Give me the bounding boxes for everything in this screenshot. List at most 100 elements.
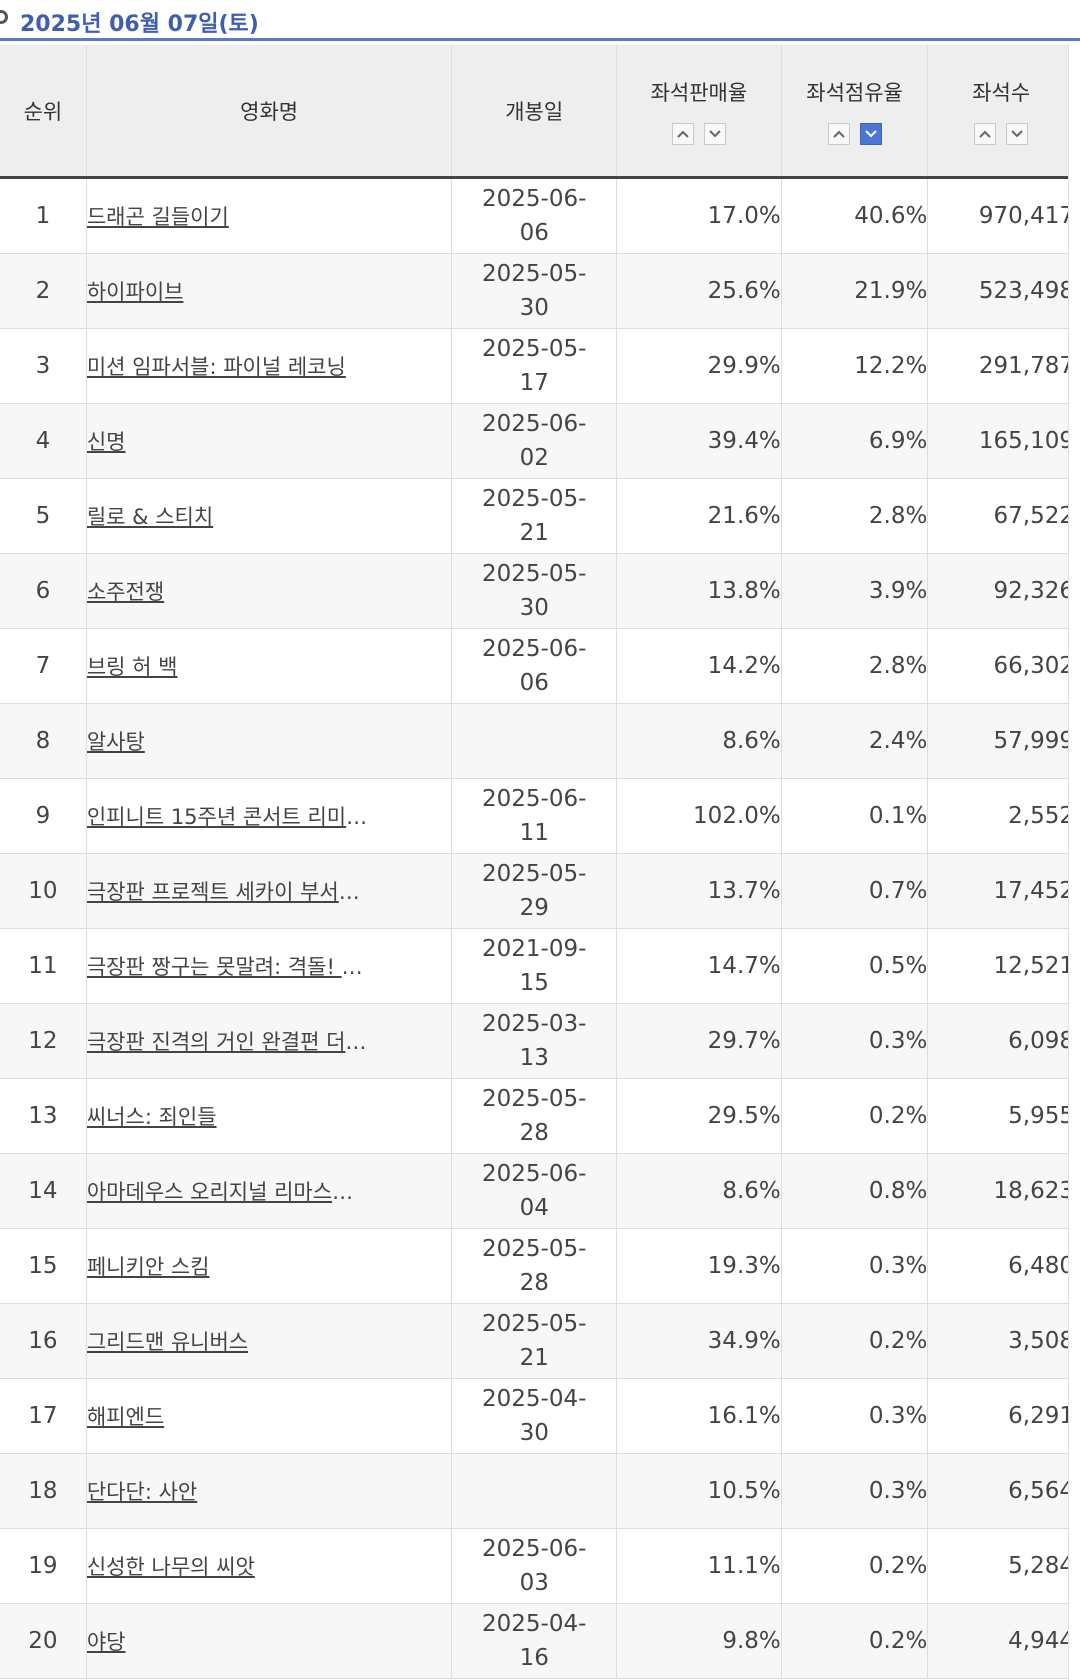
- sales-rate-cell: 8.6%: [616, 1153, 782, 1229]
- rank-cell: 12: [0, 1003, 87, 1079]
- title-cell: 미션 임파서블: 파이널 레코닝: [86, 328, 453, 404]
- open-date-cell: 2025-06-03: [451, 1528, 618, 1604]
- open-date-value: 2025-06-02: [482, 411, 587, 471]
- title-cell: 야당: [86, 1603, 453, 1679]
- table-row: 16 그리드맨 유니버스 2025-05-21 34.9% 0.2% 3,508: [0, 1303, 1075, 1379]
- movie-title-link[interactable]: 드래곤 길들이기: [86, 205, 229, 229]
- open-date-value: 2025-06-06: [482, 186, 587, 246]
- movie-title-link[interactable]: 극장판 짱구는 못말려: 격돌! 낙서…: [86, 955, 370, 979]
- occupancy-rate-cell: 0.3%: [781, 1228, 929, 1304]
- rank-cell: 19: [0, 1528, 87, 1604]
- sort-desc-button-occupancy-rate[interactable]: [859, 122, 882, 145]
- rank-cell: 9: [0, 778, 87, 854]
- sales-rate-cell: 17.0%: [616, 177, 782, 254]
- seats-cell: 12,521: [927, 928, 1075, 1004]
- occupancy-rate-cell: 6.9%: [781, 403, 929, 479]
- movie-title-link[interactable]: 인피니트 15주년 콘서트 리미티드 …: [86, 805, 370, 829]
- rank-cell: 18: [0, 1453, 87, 1529]
- rank-cell: 5: [0, 478, 87, 554]
- next-column-edge: [1068, 45, 1080, 1680]
- seats-cell: 57,999: [927, 703, 1075, 779]
- date-title: 2025년 06월 07일(토): [20, 12, 259, 37]
- movie-title-link[interactable]: 미션 임파서블: 파이널 레코닝: [86, 355, 346, 379]
- seats-cell: 6,098: [927, 1003, 1075, 1079]
- movie-title-link[interactable]: 단다단: 사안: [86, 1480, 198, 1504]
- col-header-seats-label: 좌석수: [972, 80, 1031, 105]
- table-row: 18 단다단: 사안 10.5% 0.3% 6,564: [0, 1453, 1075, 1529]
- sales-rate-cell: 102.0%: [616, 778, 782, 854]
- sales-rate-cell: 29.9%: [616, 328, 782, 404]
- occupancy-rate-cell: 0.3%: [781, 1378, 929, 1454]
- occupancy-rate-cell: 0.8%: [781, 1153, 929, 1229]
- open-date-cell: 2025-06-11: [451, 778, 618, 854]
- open-date-cell: 2025-05-30: [451, 253, 618, 329]
- movie-title-link[interactable]: 하이파이브: [86, 280, 184, 304]
- table-row: 1 드래곤 길들이기 2025-06-06 17.0% 40.6% 970,417: [0, 177, 1075, 254]
- sales-rate-cell: 34.9%: [616, 1303, 782, 1379]
- open-date-cell: 2025-05-17: [451, 328, 618, 404]
- table-row: 17 해피엔드 2025-04-30 16.1% 0.3% 6,291: [0, 1378, 1075, 1454]
- rank-cell: 20: [0, 1603, 87, 1679]
- col-header-sales-rate: 좌석판매율: [616, 45, 782, 179]
- seats-cell: 17,452: [927, 853, 1075, 929]
- movie-title-link[interactable]: 릴로 & 스티치: [86, 505, 214, 529]
- movie-title-link[interactable]: 극장판 프로젝트 세카이 부서진 세…: [86, 880, 370, 904]
- rank-cell: 10: [0, 853, 87, 929]
- rank-cell: 14: [0, 1153, 87, 1229]
- seats-cell: 4,944: [927, 1603, 1075, 1679]
- col-header-title: 영화명: [86, 45, 453, 179]
- title-cell: 브링 허 백: [86, 628, 453, 704]
- movie-title-link[interactable]: 소주전쟁: [86, 580, 165, 604]
- movie-title-link[interactable]: 야당: [86, 1630, 126, 1654]
- movie-title-link[interactable]: 해피엔드: [86, 1405, 165, 1429]
- rank-cell: 1: [0, 177, 87, 254]
- occupancy-rate-cell: 12.2%: [781, 328, 929, 404]
- title-cell: 아마데우스 오리지널 리마스터링: [86, 1153, 453, 1229]
- movie-title-link[interactable]: 브링 허 백: [86, 655, 178, 679]
- movie-title-link[interactable]: 씨너스: 죄인들: [86, 1105, 217, 1129]
- movie-title-link[interactable]: 극장판 진격의 거인 완결편 더 라스…: [86, 1030, 370, 1054]
- occupancy-rate-cell: 0.3%: [781, 1003, 929, 1079]
- title-cell: 하이파이브: [86, 253, 453, 329]
- sort-desc-button-seats[interactable]: [1006, 122, 1029, 145]
- rank-cell: 6: [0, 553, 87, 629]
- open-date-cell: 2025-05-28: [451, 1078, 618, 1154]
- occupancy-rate-cell: 3.9%: [781, 553, 929, 629]
- movie-title-link[interactable]: 그리드맨 유니버스: [86, 1330, 249, 1354]
- open-date-cell: 2021-09-15: [451, 928, 618, 1004]
- movie-title-link[interactable]: 아마데우스 오리지널 리마스터링: [86, 1180, 370, 1204]
- chevron-down-icon: [709, 129, 721, 137]
- sort-asc-button-sales-rate[interactable]: [671, 122, 694, 145]
- movie-title-link[interactable]: 페니키안 스킴: [86, 1255, 210, 1279]
- boxoffice-table: 순위 영화명 개봉일 좌석판매율 좌석점유율: [0, 45, 1075, 1679]
- seats-cell: 291,787: [927, 328, 1075, 404]
- open-date-value: 2025-05-28: [482, 1086, 587, 1146]
- movie-title-link[interactable]: 알사탕: [86, 730, 145, 754]
- title-cell: 그리드맨 유니버스: [86, 1303, 453, 1379]
- movie-title-link[interactable]: 신명: [86, 430, 126, 454]
- sort-asc-button-occupancy-rate[interactable]: [827, 122, 850, 145]
- table-row: 15 페니키안 스킴 2025-05-28 19.3% 0.3% 6,480: [0, 1228, 1075, 1304]
- col-header-open-date: 개봉일: [451, 45, 618, 179]
- col-header-occupancy-rate-label: 좌석점유율: [806, 80, 903, 105]
- open-date-value: 2025-06-06: [482, 636, 587, 696]
- rank-cell: 11: [0, 928, 87, 1004]
- open-date-value: 2025-05-28: [482, 1236, 587, 1296]
- sort-asc-button-seats[interactable]: [974, 122, 997, 145]
- sales-rate-cell: 16.1%: [616, 1378, 782, 1454]
- table-row: 4 신명 2025-06-02 39.4% 6.9% 165,109: [0, 403, 1075, 479]
- seats-cell: 3,508: [927, 1303, 1075, 1379]
- sales-rate-cell: 11.1%: [616, 1528, 782, 1604]
- rank-cell: 4: [0, 403, 87, 479]
- occupancy-rate-cell: 0.2%: [781, 1528, 929, 1604]
- open-date-value: 2025-05-29: [482, 861, 587, 921]
- seats-cell: 970,417: [927, 177, 1075, 254]
- chevron-down-icon: [864, 129, 877, 137]
- open-date-value: 2025-04-16: [482, 1611, 587, 1671]
- sort-desc-button-sales-rate[interactable]: [703, 122, 726, 145]
- title-cell: 드래곤 길들이기: [86, 177, 453, 254]
- open-date-value: 2021-09-15: [482, 936, 587, 996]
- movie-title-link[interactable]: 신성한 나무의 씨앗: [86, 1555, 255, 1579]
- open-date-cell: 2025-05-21: [451, 1303, 618, 1379]
